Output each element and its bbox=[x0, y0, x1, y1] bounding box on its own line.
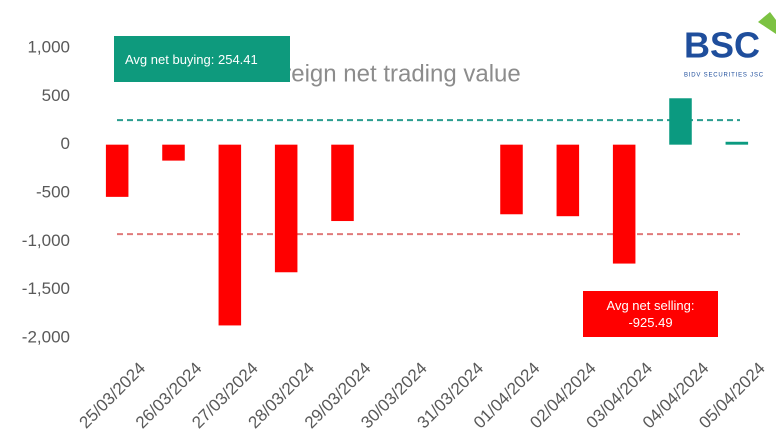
y-tick-label: -500 bbox=[36, 182, 70, 201]
logo-icon bbox=[758, 12, 776, 34]
y-tick-label: 1,000 bbox=[27, 37, 70, 56]
bar bbox=[500, 144, 523, 215]
bar bbox=[105, 144, 129, 197]
avg-buying-box: Avg net buying: 254.41 bbox=[114, 36, 290, 82]
y-tick-label: -1,000 bbox=[22, 231, 70, 250]
bar bbox=[612, 144, 636, 264]
y-tick-label: 500 bbox=[42, 86, 70, 105]
logo-subtitle: BIDV SECURITIES JSC bbox=[684, 73, 764, 79]
bar bbox=[162, 144, 185, 161]
bar bbox=[669, 98, 692, 145]
y-tick-label: -2,000 bbox=[22, 327, 70, 346]
bar bbox=[274, 144, 298, 273]
bar bbox=[331, 144, 354, 222]
y-tick-label: -1,500 bbox=[22, 279, 70, 298]
chart-title: Foreign net trading value bbox=[255, 60, 521, 87]
bar bbox=[218, 144, 242, 326]
y-tick-label: 0 bbox=[61, 134, 70, 153]
avg-selling-box: Avg net selling: -925.49 bbox=[583, 291, 718, 337]
bar bbox=[725, 141, 749, 145]
logo-name: BSC bbox=[684, 25, 760, 66]
bar bbox=[556, 144, 580, 217]
